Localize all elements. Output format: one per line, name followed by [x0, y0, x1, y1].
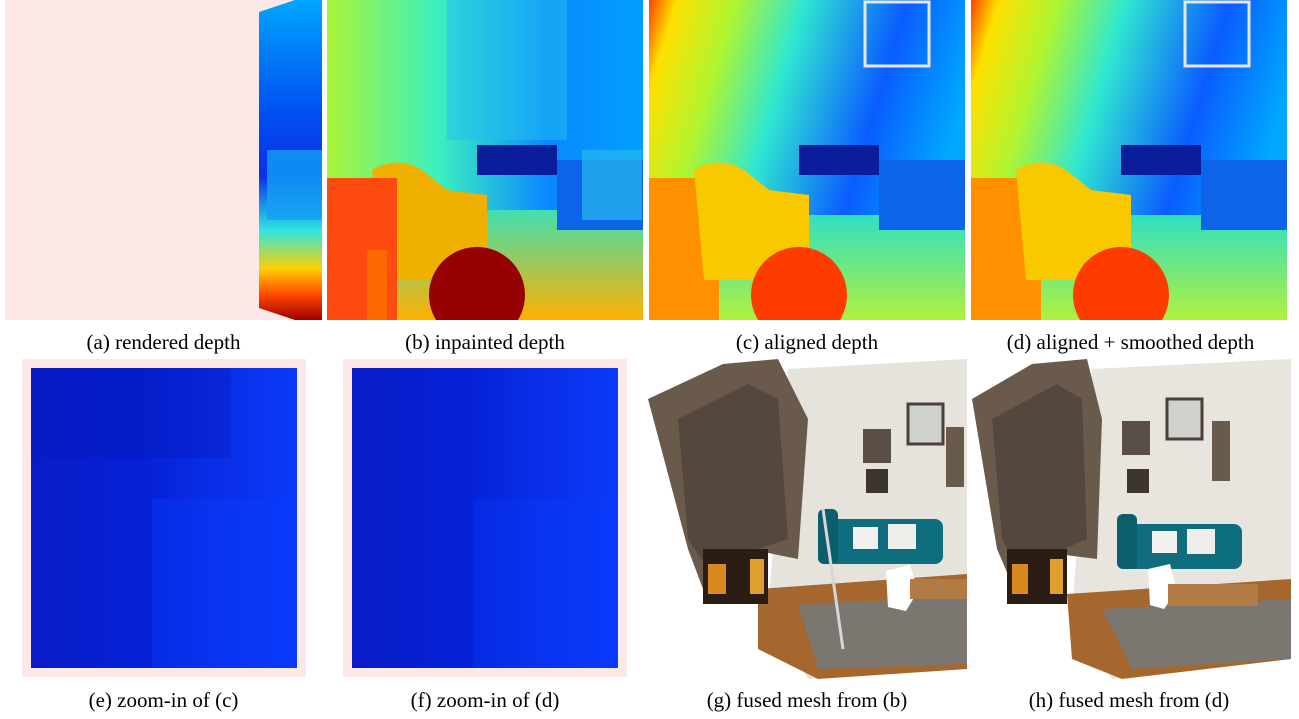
caption-d: (d) aligned + smoothed depth — [1006, 330, 1255, 354]
caption-f: (f) zoom-in of (d) — [410, 688, 560, 712]
panel-aligned-depth — [649, 0, 965, 320]
zoom-box — [863, 0, 931, 68]
caption-h: (h) fused mesh from (d) — [1028, 688, 1230, 712]
zoom-box — [1183, 0, 1251, 68]
caption-a: (a) rendered depth — [86, 330, 241, 354]
panel-zoom-in-c — [22, 359, 306, 677]
caption-g: (g) fused mesh from (b) — [706, 688, 908, 712]
panel-rendered-depth — [5, 0, 322, 320]
panel-fused-mesh-d — [972, 359, 1291, 679]
panel-fused-mesh-b — [648, 359, 967, 679]
caption-c: (c) aligned depth — [735, 330, 879, 354]
caption-b: (b) inpainted depth — [405, 330, 565, 354]
panel-zoom-in-d — [343, 359, 627, 677]
caption-e: (e) zoom-in of (c) — [88, 688, 239, 712]
panel-inpainted-depth — [327, 0, 643, 320]
panel-aligned-smoothed-depth — [971, 0, 1287, 320]
